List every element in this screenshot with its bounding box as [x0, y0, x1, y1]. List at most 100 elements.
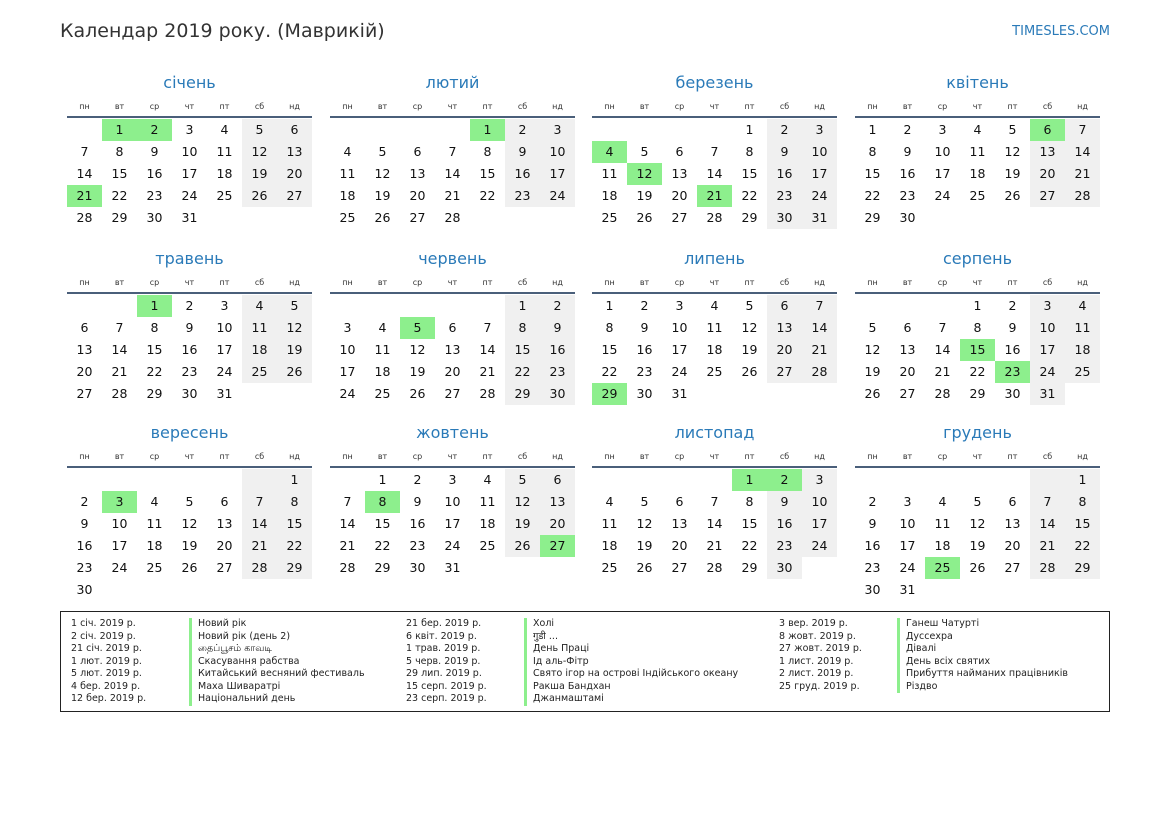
empty-cell	[802, 557, 837, 579]
day-cell: 10	[934, 144, 951, 159]
holiday-row: 27 жовт. 2019 р. Дівалі	[769, 643, 1068, 656]
day-cell: 14	[444, 166, 461, 181]
day-cell: 2	[767, 119, 802, 141]
day-cell: 2	[185, 298, 194, 313]
empty-cell	[102, 295, 137, 317]
day-cell: 4	[343, 144, 352, 159]
day-cell: 25	[601, 560, 618, 575]
day-cell: 1	[378, 472, 387, 487]
month-block: квітень пн вт ср чт пт сб нд 1 2 3 4 5 6 7 8 9 10 11 12 13 14…	[855, 72, 1100, 229]
day-cell: 16	[767, 163, 802, 185]
day-grid: 1 2 3 4 5 6 7 8 9 10 11 12 13 14 15 16 17 18 19 20 21 22 23 24 2…	[592, 469, 837, 579]
day-cell: 7	[115, 320, 124, 335]
empty-cell	[1030, 579, 1065, 601]
weekday-label: пн	[867, 451, 878, 461]
empty-cell	[697, 383, 732, 405]
day-cell: 11	[601, 516, 618, 531]
day-cell: 3	[343, 320, 352, 335]
day-cell: 31	[671, 386, 688, 401]
day-cell: 12	[1004, 144, 1021, 159]
day-cell: 27	[767, 361, 802, 383]
weekday-label: чт	[184, 277, 195, 287]
empty-cell	[277, 207, 312, 229]
day-cell: 23	[995, 361, 1030, 383]
empty-cell	[1065, 207, 1100, 229]
day-cell: 29	[505, 383, 540, 405]
day-cell: 3	[802, 119, 837, 141]
holiday-date: 1 лют. 2019 р.	[71, 655, 142, 667]
empty-cell	[925, 207, 960, 229]
day-cell: 9	[185, 320, 194, 335]
day-cell: 27	[540, 535, 575, 557]
day-grid: 1 2 3 4 5 6 7 8 9 10 11 12 13 14 15 16 17 18 19 20 21 22 23 24 2…	[855, 119, 1100, 229]
day-cell: 31	[899, 582, 916, 597]
weekday-label: ср	[412, 451, 423, 461]
day-cell: 18	[969, 166, 986, 181]
day-cell: 9	[540, 317, 575, 339]
day-cell: 12	[277, 317, 312, 339]
day-cell: 5	[868, 320, 877, 335]
holiday-column: 3 вер. 2019 р. Ганеш Чатурті 8 жовт. 2019 …	[769, 618, 1068, 693]
holiday-row: 12 бер. 2019 р. Національний день	[61, 693, 365, 706]
weekday-label: нд	[552, 101, 563, 111]
day-cell: 17	[1030, 339, 1065, 361]
weekday-label: вт	[114, 277, 125, 287]
day-cell: 5	[640, 144, 649, 159]
day-cell: 15	[146, 342, 163, 357]
day-cell: 13	[76, 342, 93, 357]
day-cell: 12	[181, 516, 198, 531]
day-cell: 19	[636, 188, 653, 203]
day-cell: 18	[479, 516, 496, 531]
day-cell: 23	[76, 560, 93, 575]
day-cell: 3	[220, 298, 229, 313]
day-cell: 29	[146, 386, 163, 401]
day-cell: 13	[409, 166, 426, 181]
day-cell: 20	[409, 188, 426, 203]
day-cell: 22	[864, 188, 881, 203]
day-cell: 22	[111, 188, 128, 203]
day-cell: 31	[181, 210, 198, 225]
day-cell: 24	[934, 188, 951, 203]
day-cell: 21	[697, 185, 732, 207]
day-cell: 28	[479, 386, 496, 401]
day-cell: 8	[277, 491, 312, 513]
day-cell: 27	[444, 386, 461, 401]
day-cell: 27	[671, 210, 688, 225]
day-cell: 23	[540, 361, 575, 383]
empty-cell	[925, 469, 960, 491]
empty-cell	[592, 469, 627, 491]
day-cell: 2	[505, 119, 540, 141]
empty-cell	[435, 295, 470, 317]
day-cell: 18	[601, 538, 618, 553]
holiday-name: Дуссехра	[897, 630, 953, 643]
weekday-label: пт	[482, 277, 493, 287]
day-cell: 9	[767, 141, 802, 163]
holiday-date: 25 груд. 2019 р.	[779, 680, 860, 692]
day-cell: 6	[675, 144, 684, 159]
day-cell: 14	[242, 513, 277, 535]
weekday-label: чт	[709, 451, 720, 461]
weekday-label: сб	[1042, 101, 1053, 111]
weekday-label: пн	[604, 451, 615, 461]
site-link[interactable]: TIMESLES.COM	[1012, 24, 1110, 39]
day-cell: 20	[1004, 538, 1021, 553]
day-cell: 15	[864, 166, 881, 181]
day-cell: 19	[409, 364, 426, 379]
weekday-label: пт	[219, 277, 230, 287]
day-cell: 30	[181, 386, 198, 401]
holiday-row: 23 серп. 2019 р. Джанмаштамі	[396, 693, 738, 706]
day-cell: 24	[1030, 361, 1065, 383]
day-cell: 22	[969, 364, 986, 379]
day-cell: 4	[592, 141, 627, 163]
day-cell: 26	[409, 386, 426, 401]
day-grid: 1 2 3 4 5 6 7 8 9 10 11 12 13 14 15 16 17 18 19 20 21 22 23 24 2…	[67, 469, 312, 601]
day-cell: 29	[374, 560, 391, 575]
weekday-label: пн	[604, 101, 615, 111]
day-cell: 6	[540, 469, 575, 491]
day-cell: 5	[1008, 122, 1017, 137]
day-cell: 6	[1008, 494, 1017, 509]
empty-cell	[505, 207, 540, 229]
day-cell: 16	[409, 516, 426, 531]
month-block: січень пн вт ср чт пт сб нд 1 2 3 4 5 6 7 8 9 10 11 12 13 14 1…	[67, 72, 312, 229]
day-cell: 8	[745, 144, 754, 159]
